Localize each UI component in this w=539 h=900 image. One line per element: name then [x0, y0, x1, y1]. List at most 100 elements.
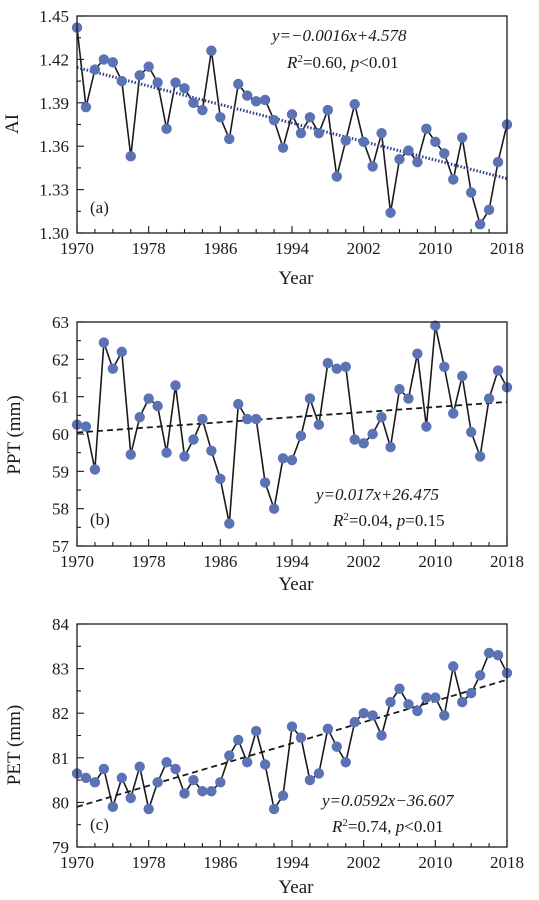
data-point — [268, 503, 280, 514]
data-point — [116, 772, 127, 784]
x-tick-labels: 1970 1978 1986 1994 2002 2010 2018 — [60, 552, 524, 571]
y-tick-label: 63 — [52, 313, 69, 332]
data-point — [179, 451, 190, 462]
data-point — [492, 365, 504, 376]
data-point — [358, 708, 369, 719]
data-point — [242, 90, 253, 101]
data-point — [206, 786, 217, 797]
panel-label: (a) — [90, 198, 109, 217]
data-point — [259, 477, 271, 488]
data-point — [358, 136, 369, 148]
data-point — [89, 464, 101, 475]
y-axis-label: PPT (mm) — [4, 395, 25, 474]
x-tick-label: 1970 — [60, 853, 94, 872]
data-point — [295, 430, 307, 442]
panel-label: (c) — [90, 815, 109, 834]
data-point — [277, 453, 289, 464]
data-point — [277, 790, 289, 801]
data-point — [340, 135, 351, 146]
y-tick-label: 57 — [52, 537, 70, 556]
data-point — [116, 75, 127, 87]
y-tick-label: 1.45 — [39, 7, 69, 26]
data-point — [233, 78, 244, 90]
x-tick-label: 1994 — [275, 853, 310, 872]
x-tick-label: 2002 — [347, 853, 381, 872]
y-tick-labels: 1.30 1.33 1.36 1.39 1.42 1.45 — [39, 7, 69, 243]
data-point — [322, 104, 334, 116]
data-point — [421, 123, 432, 135]
y-tick-label: 1.42 — [39, 50, 69, 69]
y-tick-label: 1.36 — [39, 137, 69, 156]
regression-stats: R2=0.04, p=0.15 — [332, 511, 445, 530]
x-tick-label: 1978 — [132, 239, 166, 258]
y-tick-label: 60 — [52, 425, 69, 444]
x-tick-label: 1994 — [275, 239, 310, 258]
data-point — [394, 384, 405, 395]
data-point — [403, 393, 414, 404]
data-point — [465, 426, 477, 438]
data-point — [188, 97, 199, 109]
data-point — [492, 650, 504, 661]
series-polyline — [76, 324, 508, 525]
data-point — [403, 699, 414, 710]
data-point — [367, 710, 378, 721]
data-point — [376, 127, 387, 139]
data-point — [107, 57, 119, 68]
data-point — [403, 145, 414, 156]
trend-line — [76, 66, 508, 181]
data-point — [215, 112, 226, 123]
data-point — [215, 473, 226, 484]
data-point — [439, 710, 450, 721]
data-point — [224, 518, 235, 529]
data-point — [143, 393, 154, 404]
y-tick-label: 58 — [52, 500, 69, 519]
data-point — [457, 132, 468, 143]
data-point — [250, 413, 262, 425]
data-point — [259, 94, 271, 106]
x-tick-label: 2010 — [418, 853, 452, 872]
data-point — [465, 187, 477, 198]
data-point — [188, 774, 199, 786]
y-tick-label: 82 — [52, 704, 69, 723]
panel-b: 1970 1978 1986 1994 2002 2010 2018 57 58 59 60 61 6… — [4, 313, 524, 595]
regression-stats: R2=0.74, p<0.01 — [331, 817, 444, 836]
y-tick-label: 81 — [52, 749, 69, 768]
data-point — [448, 408, 459, 419]
axis-ticks — [76, 15, 508, 234]
data-point — [277, 142, 289, 153]
data-point — [412, 705, 423, 717]
data-point — [439, 361, 450, 372]
data-point — [349, 99, 360, 110]
data-point — [483, 647, 495, 659]
data-point — [331, 741, 342, 752]
y-tick-label: 1.30 — [39, 224, 69, 243]
y-axis-label: PET (mm) — [4, 705, 25, 785]
data-point — [80, 421, 92, 432]
y-tick-label: 62 — [52, 350, 69, 369]
data-point — [188, 434, 199, 445]
x-axis-label: Year — [278, 574, 314, 595]
regression-equation: y=−0.0016x+4.578 — [270, 26, 407, 45]
data-point — [358, 438, 369, 449]
data-point — [474, 670, 486, 681]
data-point — [286, 721, 298, 732]
trend-line — [76, 400, 508, 434]
data-points — [71, 22, 513, 230]
data-point — [89, 777, 101, 788]
data-point — [143, 803, 154, 815]
data-point — [125, 151, 136, 162]
y-axis-label: AI — [2, 114, 23, 134]
data-point — [457, 696, 468, 708]
data-point — [250, 725, 262, 737]
data-point — [197, 104, 208, 116]
data-point — [268, 803, 280, 815]
x-tick-label: 1986 — [203, 853, 237, 872]
data-point — [349, 716, 360, 728]
data-point — [295, 732, 307, 743]
x-tick-label: 2010 — [418, 239, 452, 258]
data-point — [152, 777, 163, 788]
data-point — [376, 730, 387, 741]
data-point — [394, 154, 405, 165]
series-line — [76, 324, 508, 525]
